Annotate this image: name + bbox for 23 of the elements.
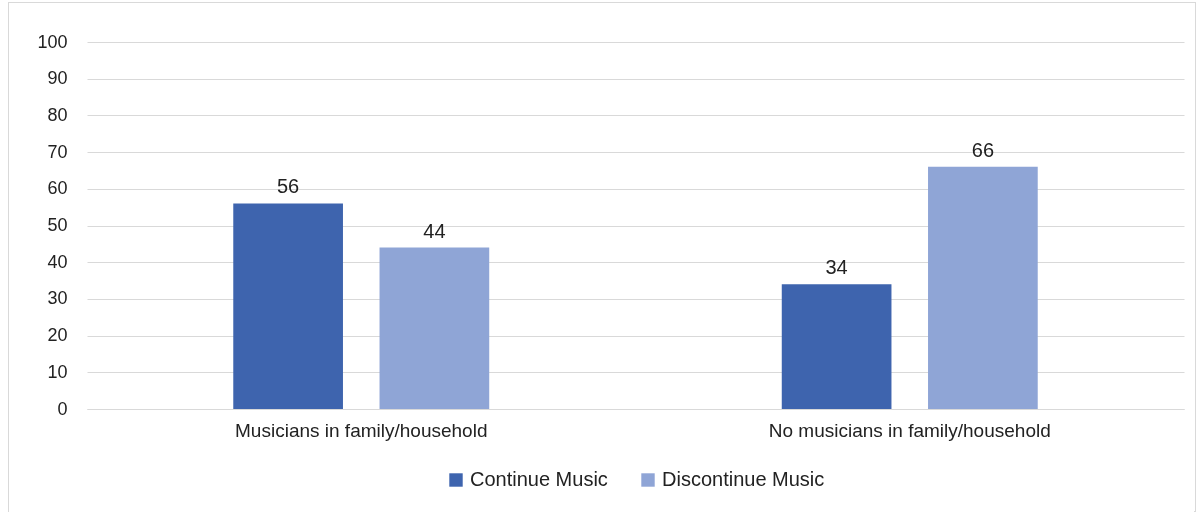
data-label: 66 [971, 138, 995, 161]
bar [379, 247, 490, 409]
bar [781, 284, 892, 409]
data-label: 56 [276, 175, 300, 198]
y-tick-label: 30 [47, 288, 68, 309]
x-tick-label: No musicians in family/household [768, 419, 1051, 441]
y-tick-label: 50 [47, 215, 68, 235]
y-tick-label: 100 [37, 31, 68, 52]
y-tick-label: 90 [47, 68, 68, 89]
y-tick-label: 80 [47, 104, 68, 125]
y-tick-label: 20 [47, 325, 68, 346]
y-tick-label: 10 [47, 361, 68, 382]
x-tick-label: Musicians in family/household [235, 419, 488, 441]
bar [233, 203, 343, 409]
legend-label: Discontinue Music [662, 468, 825, 490]
legend-label: Continue Music [470, 468, 608, 490]
data-label: 44 [423, 219, 446, 242]
data-label: 34 [825, 256, 848, 279]
y-tick-label: 0 [57, 398, 68, 419]
y-tick-label: 60 [47, 178, 68, 199]
y-tick-label: 40 [47, 251, 68, 272]
y-tick-label: 70 [47, 141, 68, 162]
bar [928, 166, 1038, 409]
